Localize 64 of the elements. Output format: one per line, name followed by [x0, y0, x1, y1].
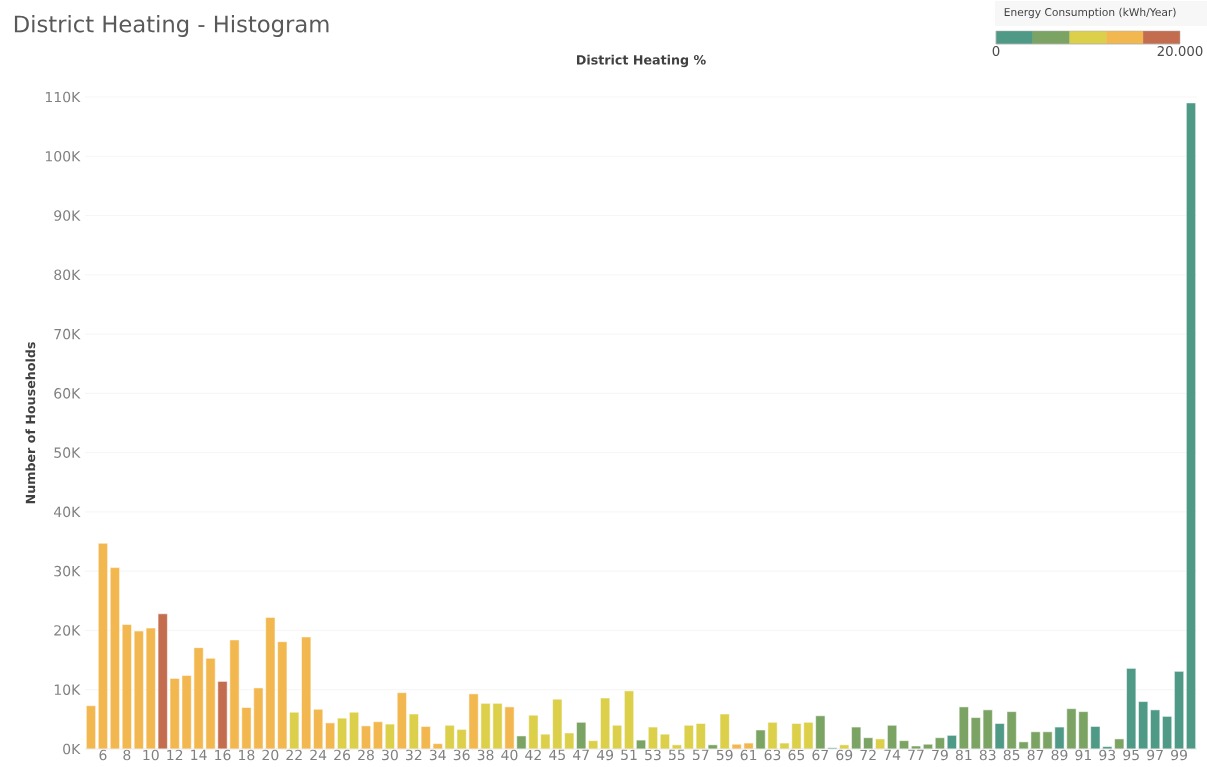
- x-tick-label: 6: [99, 749, 107, 761]
- y-axis-title: Number of Households: [25, 342, 36, 504]
- x-tick-label: 24: [310, 749, 327, 761]
- x-tick-label: 97: [1147, 749, 1163, 761]
- x-tick-label: 95: [1123, 749, 1139, 761]
- x-tick-label: 40: [501, 749, 518, 761]
- y-tick-label: 70K: [54, 328, 81, 340]
- x-tick-label: 99: [1171, 749, 1187, 761]
- x-tick-label: 49: [596, 749, 614, 761]
- y-tick-label: 50K: [54, 447, 81, 458]
- y-tick-label: 10K: [54, 684, 81, 695]
- x-tick-label: 8: [123, 749, 131, 761]
- x-tick-label: 34: [429, 749, 446, 761]
- x-tick-label: 38: [477, 749, 494, 761]
- color-bar-label: 20.000: [1157, 46, 1203, 57]
- x-tick-label: 85: [1003, 749, 1020, 761]
- x-tick-label: 81: [955, 749, 972, 761]
- x-tick-label: 63: [764, 749, 781, 761]
- x-tick-label: 20: [262, 749, 279, 761]
- x-tick-label: 91: [1075, 749, 1091, 761]
- y-tick-label: 100K: [45, 150, 81, 162]
- x-tick-label: 32: [405, 749, 422, 761]
- y-tick-label: 20K: [54, 625, 81, 636]
- x-tick-label: 67: [812, 749, 829, 761]
- y-tick-label: 40K: [53, 506, 81, 518]
- x-tick-label: 47: [573, 749, 589, 760]
- x-tick-label: 65: [788, 749, 805, 761]
- x-tick-label: 69: [836, 749, 853, 761]
- y-tick-label: 80K: [54, 269, 81, 281]
- x-tick-label: 74: [884, 749, 901, 760]
- x-tick-label: 42: [525, 749, 541, 761]
- x-tick-label: 36: [453, 749, 470, 761]
- color-bar-title: Energy Consumption (kWh/Year): [1004, 7, 1176, 19]
- y-tick-label: 60K: [54, 388, 81, 399]
- x-tick-label: 28: [358, 749, 374, 761]
- y-tick-label: 30K: [54, 565, 81, 577]
- x-tick-label: 59: [716, 749, 733, 761]
- x-tick-label: 61: [740, 749, 757, 761]
- x-tick-label: 16: [215, 749, 231, 761]
- color-bar-label: 0: [992, 46, 1000, 57]
- x-tick-label: 10: [143, 749, 159, 761]
- chart-title: District Heating - Histogram: [14, 15, 329, 37]
- x-tick-label: 22: [286, 749, 302, 761]
- x-tick-label: 83: [979, 749, 996, 761]
- x-tick-label: 77: [908, 749, 924, 760]
- x-tick-label: 93: [1099, 749, 1116, 761]
- x-tick-label: 45: [549, 749, 565, 761]
- y-tick-label: 0K: [63, 743, 81, 755]
- y-tick-label: 110K: [45, 91, 81, 103]
- x-tick-label: 87: [1027, 749, 1044, 761]
- x-tick-label: 12: [167, 749, 183, 761]
- x-tick-label: 30: [382, 749, 398, 761]
- x-tick-label: 26: [334, 749, 351, 761]
- x-axis-title: District Heating %: [577, 54, 706, 68]
- x-tick-label: 14: [191, 749, 207, 760]
- x-tick-label: 18: [239, 749, 255, 761]
- x-tick-label: 51: [621, 749, 637, 761]
- x-tick-label: 57: [692, 749, 709, 761]
- x-tick-label: 55: [669, 749, 685, 761]
- y-tick-label: 90K: [54, 210, 81, 221]
- x-tick-label: 89: [1051, 749, 1068, 761]
- x-tick-label: 72: [860, 749, 876, 761]
- x-tick-label: 53: [645, 749, 661, 761]
- x-tick-label: 79: [932, 749, 948, 761]
